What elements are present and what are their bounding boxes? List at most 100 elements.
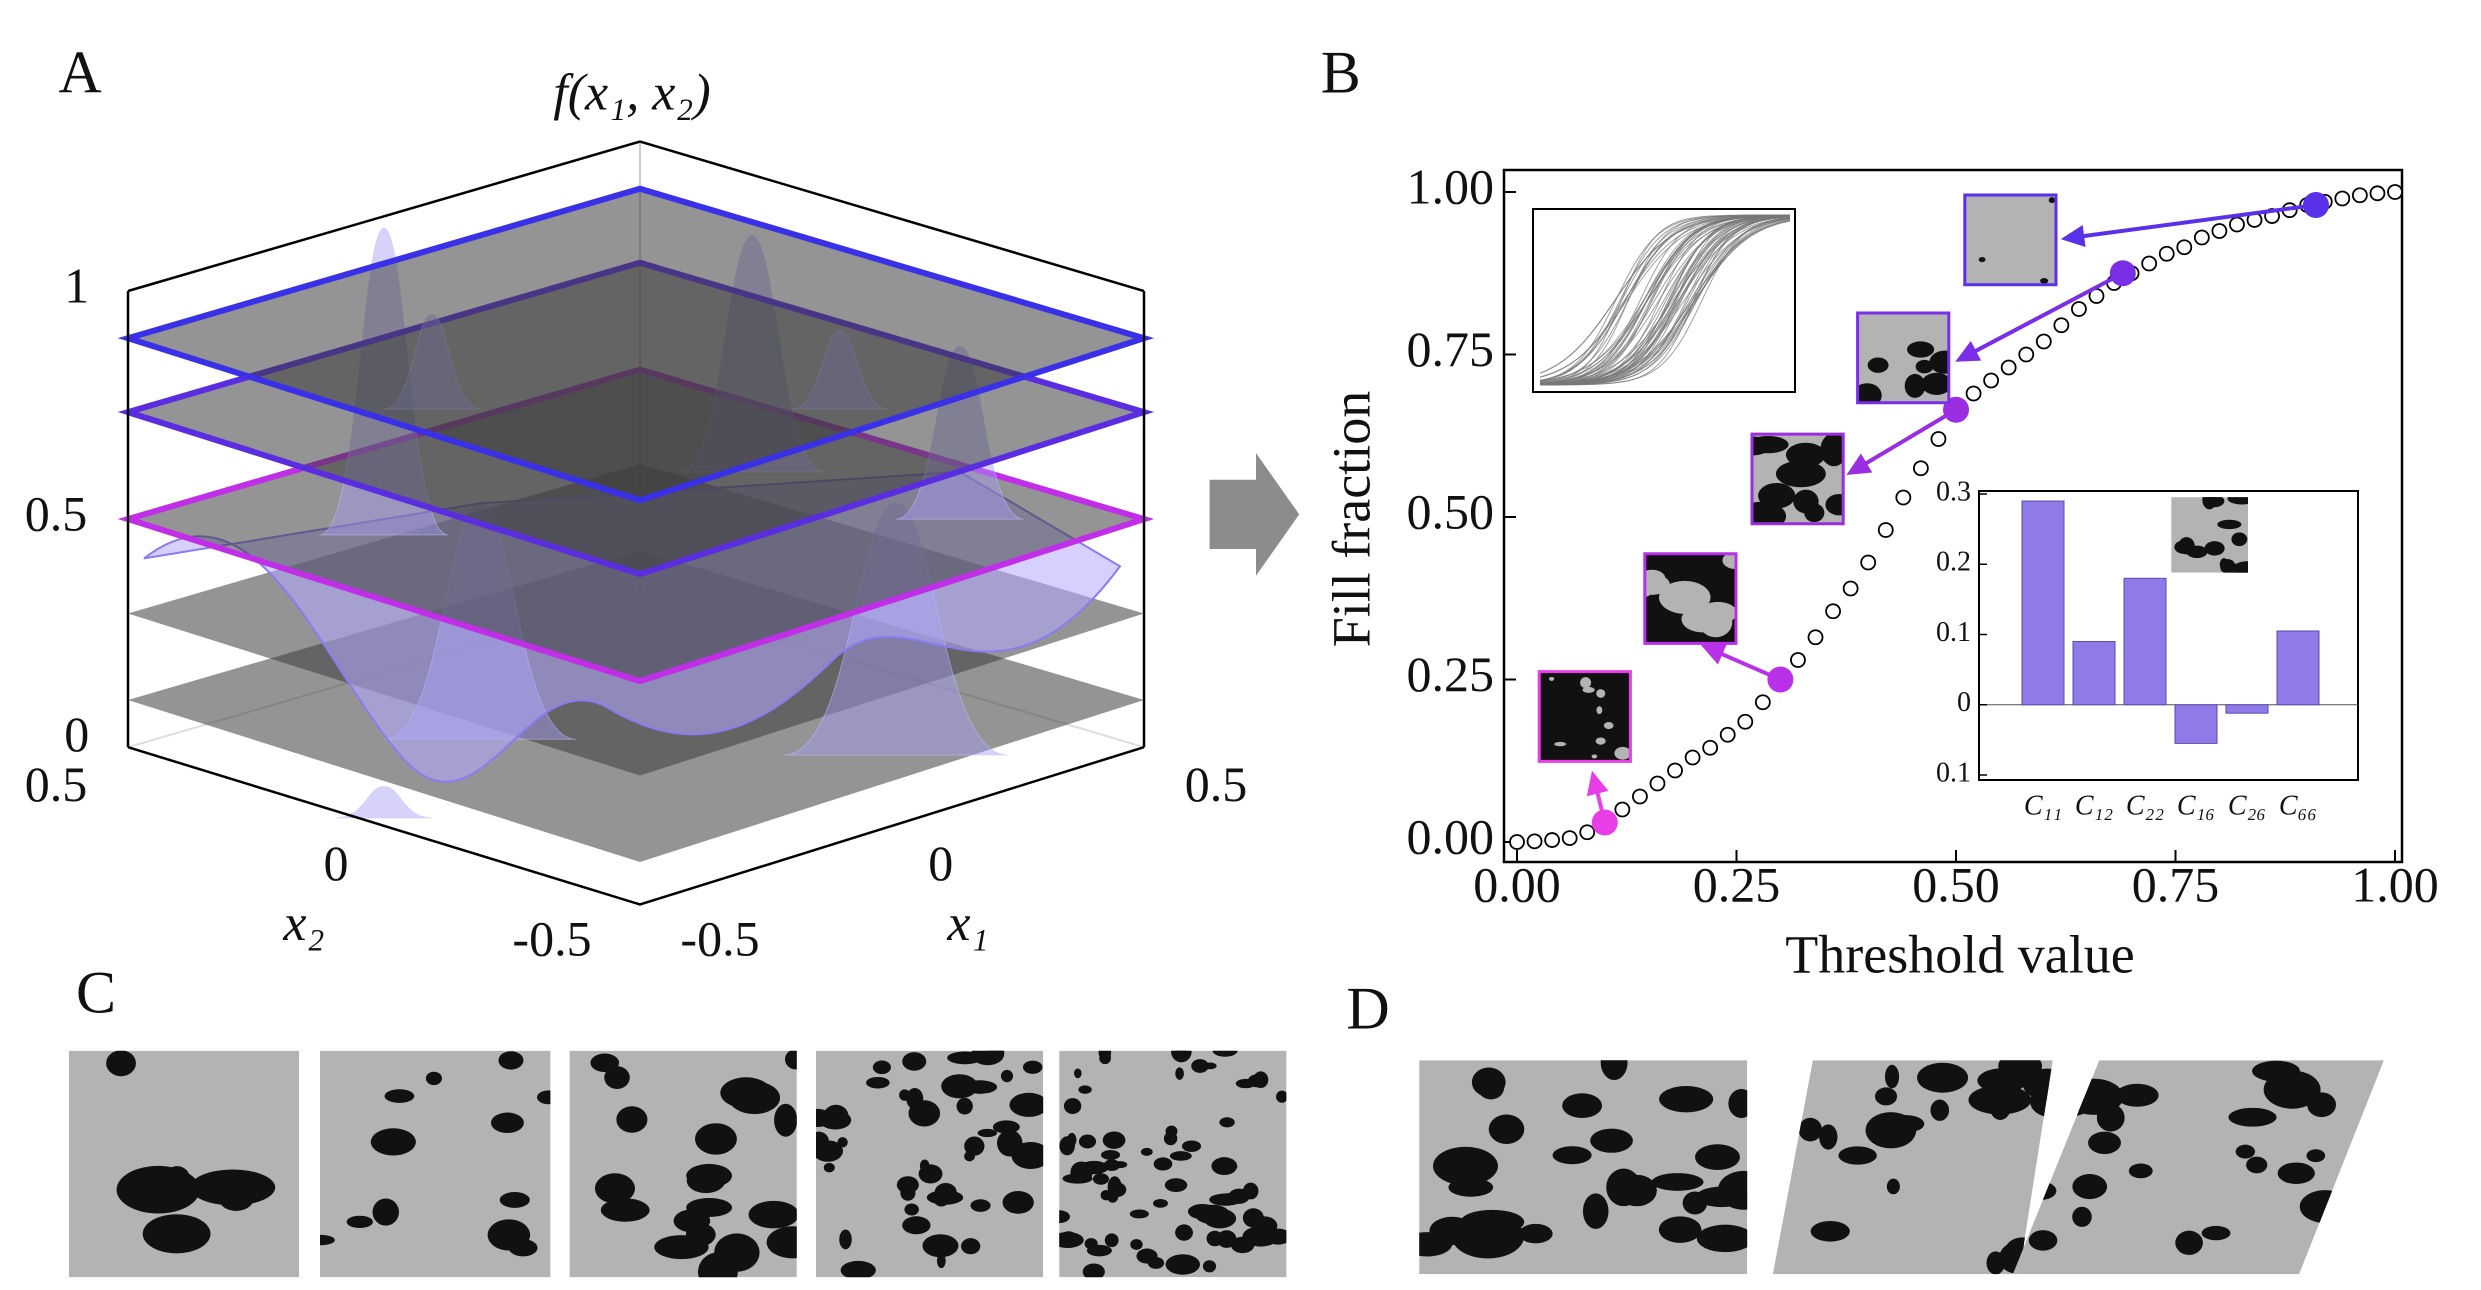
data-point (1895, 489, 1912, 506)
pattern-image (1857, 313, 1949, 403)
pattern-blob (839, 1229, 852, 1250)
data-point (2176, 239, 2193, 256)
inset-curve (1539, 216, 1791, 386)
pattern-image (1772, 1060, 2053, 1275)
y-tick-label: 0.25 (1407, 646, 1495, 702)
pattern-blob (1092, 1173, 1109, 1185)
pattern-blob (1929, 350, 1949, 374)
pattern-blob (720, 1077, 772, 1109)
pattern-blob (1129, 1209, 1149, 1219)
pattern-blob (1554, 741, 1567, 747)
data-point (1509, 834, 1525, 850)
pattern-blob (142, 1214, 211, 1254)
pattern-blob (1153, 1198, 1168, 1208)
pattern-bg (68, 1050, 300, 1278)
x-tick-label: C₆₆ (2279, 790, 2317, 821)
pattern-blob (1562, 1093, 1603, 1118)
data-point (2193, 229, 2210, 246)
pattern-blob (1752, 435, 1789, 454)
pattern-blob (698, 1252, 738, 1278)
pattern-blob (1603, 722, 1614, 730)
data-point (1649, 775, 1666, 792)
pattern-blob (600, 1198, 650, 1222)
pattern-blob (902, 1052, 927, 1071)
pattern-blob (1798, 1117, 1823, 1142)
data-point (1632, 788, 1648, 805)
pattern-blob (1819, 1124, 1838, 1150)
x-tick-label: C₂₂ (2126, 790, 2164, 821)
x-tick-label: 0.25 (1693, 856, 1781, 912)
pattern-blob (1169, 1151, 1192, 1161)
data-point (1807, 629, 1824, 646)
pattern-blob (1596, 689, 1606, 698)
pattern-blob (1696, 1224, 1748, 1253)
data-point (1544, 832, 1561, 848)
pattern-blob (604, 1066, 630, 1089)
pattern-blob (2202, 497, 2217, 510)
pattern-blob (1590, 1128, 1633, 1153)
pattern-blob (346, 1215, 373, 1228)
bar (2174, 704, 2218, 744)
data-point (1702, 739, 1719, 756)
pattern-blob (1696, 1186, 1748, 1208)
pattern-blob (384, 1089, 415, 1103)
pattern-blob (654, 1235, 709, 1260)
pattern-blob (919, 1159, 930, 1173)
pattern-blob (116, 1165, 200, 1214)
pattern-image (1059, 1050, 1287, 1278)
arrow-head (1955, 340, 1982, 362)
pattern-blob (1074, 1068, 1082, 1079)
inset-curve (1539, 215, 1791, 378)
pattern-blob (2299, 1190, 2351, 1223)
pattern-image (569, 1050, 797, 1278)
pattern-blob (2064, 1078, 2124, 1115)
pattern-blob (1600, 1060, 1628, 1081)
pattern-blob (1659, 580, 1711, 614)
pattern-blob (425, 1071, 442, 1086)
pattern-image (1644, 553, 1736, 644)
x1-tick-label: 0.5 (1185, 756, 1248, 812)
highlight-point (2302, 192, 2329, 218)
pattern-blob (936, 1253, 946, 1269)
pattern-blob (1595, 737, 1606, 745)
pattern-border (1963, 193, 2058, 287)
pattern-blob (2022, 1068, 2053, 1100)
pattern-blob (1793, 489, 1819, 514)
pattern-blob (840, 1260, 876, 1278)
pattern-blob (498, 1051, 524, 1070)
pattern-blob (1084, 1238, 1098, 1250)
pattern-blob (1067, 1132, 1077, 1147)
pattern-blob (372, 1198, 399, 1226)
pattern-blob (1930, 1099, 1950, 1121)
inset-curve (1539, 220, 1791, 385)
inset-curve (1539, 215, 1791, 384)
pattern-image (320, 1050, 551, 1278)
pattern-blob (1153, 1157, 1173, 1171)
pattern-blob (977, 1128, 998, 1138)
pattern-blob (2204, 541, 2225, 556)
pattern-blob (2072, 1206, 2092, 1227)
pattern-blob (956, 1097, 973, 1115)
pattern-blob (1785, 442, 1826, 468)
pattern-border (1537, 670, 1632, 763)
pattern-blob (1009, 1092, 1044, 1117)
pattern-blob (1078, 1134, 1097, 1149)
y-tick-label: 0.00 (1407, 808, 1495, 864)
data-point (1983, 372, 2000, 389)
arrow-head (1846, 453, 1873, 476)
pattern-image (1419, 1060, 1748, 1275)
pattern-blob (1070, 1161, 1093, 1184)
pattern-blob (1147, 1256, 1165, 1269)
pattern-blob (1488, 1114, 1525, 1144)
highlight-point (2109, 260, 2136, 287)
data-point (1912, 460, 1929, 477)
z-tick-label: 1 (64, 257, 89, 313)
data-point (1754, 694, 1771, 711)
pattern-blob (1580, 677, 1592, 689)
pattern-blob (1518, 1223, 1553, 1244)
pattern-blob (1212, 1050, 1238, 1057)
pattern-blob (1968, 1085, 2032, 1115)
pattern-blob (987, 1050, 1005, 1063)
pattern-blob (590, 1053, 620, 1073)
pattern-blob (970, 1199, 991, 1212)
